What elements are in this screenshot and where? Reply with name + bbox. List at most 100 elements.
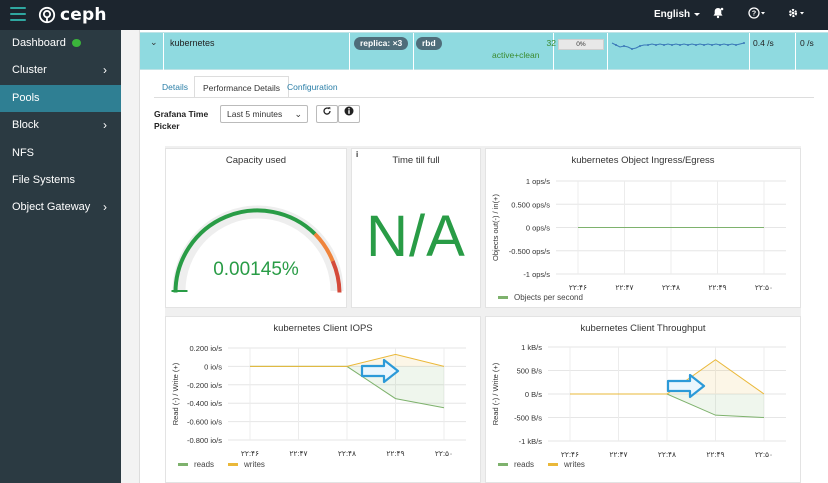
chevron-right-icon: › — [103, 200, 107, 215]
tab-configuration[interactable]: Configuration — [287, 82, 338, 92]
tab-divider — [154, 97, 814, 98]
bell-icon[interactable] — [712, 7, 724, 22]
y-tick-label: 1 kB/s — [521, 343, 542, 352]
legend-label: writes — [564, 460, 585, 469]
legend-swatch — [498, 463, 508, 467]
help-icon[interactable]: ? — [748, 7, 766, 22]
client-throughput-panel: kubernetes Client Throughput 1 kB/s 500 B… — [485, 316, 801, 483]
sidebar-item-pools[interactable]: Pools — [0, 84, 121, 113]
chevron-down-icon[interactable]: ⌄ — [150, 37, 158, 47]
y-tick-label: -0.600 io/s — [187, 418, 222, 427]
x-tick-label: ۲۲:۴۸ — [338, 449, 356, 458]
sidebar-item-object-gateway[interactable]: Object Gateway › — [0, 194, 121, 221]
y-tick-label: 0 io/s — [204, 362, 222, 371]
series-area — [250, 366, 444, 408]
object-ingress-panel: kubernetes Object Ingress/Egress 1 ops/s… — [485, 148, 801, 308]
menu-icon[interactable] — [10, 7, 26, 21]
name-cell — [164, 33, 350, 71]
y-axis-label: Read (-) / Write (+) — [171, 362, 180, 425]
sidebar-item-cluster[interactable]: Cluster › — [0, 57, 121, 84]
y-tick-label: -500 B/s — [514, 414, 542, 423]
chevron-right-icon: › — [103, 63, 107, 78]
sidebar-item-dashboard[interactable]: Dashboard — [0, 30, 121, 57]
y-axis-label: Read (-) / Write (+) — [491, 362, 500, 425]
pool-name: kubernetes — [170, 38, 215, 48]
gauge-threshold-green — [173, 208, 317, 293]
y-tick-label: -1 kB/s — [519, 437, 543, 446]
legend-item[interactable]: reads — [498, 460, 534, 469]
refresh-button[interactable] — [316, 105, 338, 123]
info-icon[interactable]: i — [356, 150, 359, 159]
x-tick-label: ۲۲:۴۹ — [708, 283, 726, 292]
legend-label: reads — [514, 460, 535, 469]
y-tick-label: 1 ops/s — [526, 177, 550, 186]
usage-cell — [554, 33, 608, 71]
x-tick-label: ۲۲:۵۰ — [435, 449, 453, 458]
health-status-icon — [71, 39, 81, 48]
time-picker-label: Grafana Time Picker — [154, 109, 209, 131]
arrow-annotation-icon — [360, 358, 400, 384]
panel-title: Time till full — [392, 155, 440, 166]
time-range-value: Last 5 minutes — [227, 109, 283, 119]
ceph-logo[interactable]: ceph — [38, 5, 107, 25]
legend-item[interactable]: writes — [228, 460, 265, 469]
series-area — [250, 354, 444, 367]
x-tick-label: ۲۲:۴۹ — [706, 450, 724, 459]
legend-item[interactable]: reads — [178, 460, 214, 469]
x-tick-label: ۲۲:۴۸ — [658, 450, 676, 459]
brand-name: ceph — [60, 5, 107, 25]
sidebar-item-nfs[interactable]: NFS — [0, 140, 121, 167]
x-tick-label: ۲۲:۴۷ — [615, 283, 633, 292]
legend-item[interactable]: writes — [548, 460, 585, 469]
time-range-select[interactable]: Last 5 minutes ⌄ — [220, 105, 308, 123]
x-tick-label: ۲۲:۵۰ — [755, 450, 773, 459]
language-selector[interactable]: English — [654, 9, 701, 20]
y-axis-label: Objects out(-) / in(+) — [491, 194, 500, 261]
y-tick-label: -0.500 ops/s — [509, 247, 551, 256]
sidebar-item-file-systems[interactable]: File Systems — [0, 167, 121, 194]
legend-swatch — [178, 463, 188, 467]
gauge-threshold-red — [330, 260, 342, 293]
sidebar-item-block[interactable]: Block › — [0, 112, 121, 139]
type-cell — [350, 33, 414, 71]
panel-title: kubernetes Client Throughput — [580, 323, 706, 334]
top-navbar: ceph English ? — [0, 0, 828, 30]
gear-icon[interactable] — [787, 7, 805, 22]
main-content: ⌄ kubernetes replica: ×3 rbd 32 active+c… — [121, 30, 828, 483]
sidebar-item-label: Dashboard — [12, 37, 66, 49]
series-line — [250, 353, 445, 367]
legend-swatch — [498, 296, 508, 300]
y-tick-label: -0.800 io/s — [187, 436, 222, 445]
series-area — [570, 394, 764, 418]
legend-label: reads — [194, 460, 215, 469]
svg-text:?: ? — [752, 11, 756, 18]
tab-details[interactable]: Details — [162, 82, 188, 92]
grafana-dashboard: Capacity used 0.00145% i Time till full … — [165, 146, 801, 483]
x-tick-label: ۲۲:۴۹ — [386, 449, 404, 458]
time-till-full-panel: i Time till full N/A — [351, 148, 481, 308]
sidebar-item-label: Object Gateway — [12, 201, 91, 214]
y-tick-label: 0 B/s — [525, 390, 542, 399]
legend-swatch — [548, 463, 558, 467]
tab-performance-details[interactable]: Performance Details — [194, 76, 290, 98]
legend-label: writes — [244, 460, 265, 469]
legend-item[interactable]: Objects per second — [498, 293, 583, 302]
replica-badge: replica: ×3 — [354, 37, 409, 50]
y-tick-label: 0.500 ops/s — [511, 200, 550, 209]
y-tick-label: -0.200 io/s — [187, 381, 222, 390]
iops-chart: 0.200 io/s 0 io/s -0.200 io/s -0.400 io/s -0… — [171, 344, 466, 458]
info-icon — [344, 106, 354, 116]
x-tick-label: ۲۲:۴۷ — [609, 450, 627, 459]
sidebar-item-label: NFS — [12, 146, 34, 159]
x-tick-label: ۲۲:۴۷ — [289, 449, 307, 458]
table-row[interactable]: ⌄ kubernetes replica: ×3 rbd 32 active+c… — [140, 32, 828, 71]
throughput-chart: 1 kB/s 500 B/s 0 B/s -500 B/s -1 kB/s ۲۲:۴۶ ۲۲… — [491, 343, 786, 459]
arrow-annotation-icon — [666, 373, 706, 399]
refresh-icon — [323, 107, 331, 115]
sidebar-item-label: File Systems — [12, 173, 75, 186]
info-button[interactable] — [338, 105, 360, 123]
expand-cell[interactable]: ⌄ — [140, 33, 164, 71]
ingress-chart: 1 ops/s 0.500 ops/s 0 ops/s -0.500 ops/s -1 … — [491, 177, 786, 292]
panel-title: Capacity used — [225, 155, 287, 166]
read-sparkline — [611, 42, 745, 50]
